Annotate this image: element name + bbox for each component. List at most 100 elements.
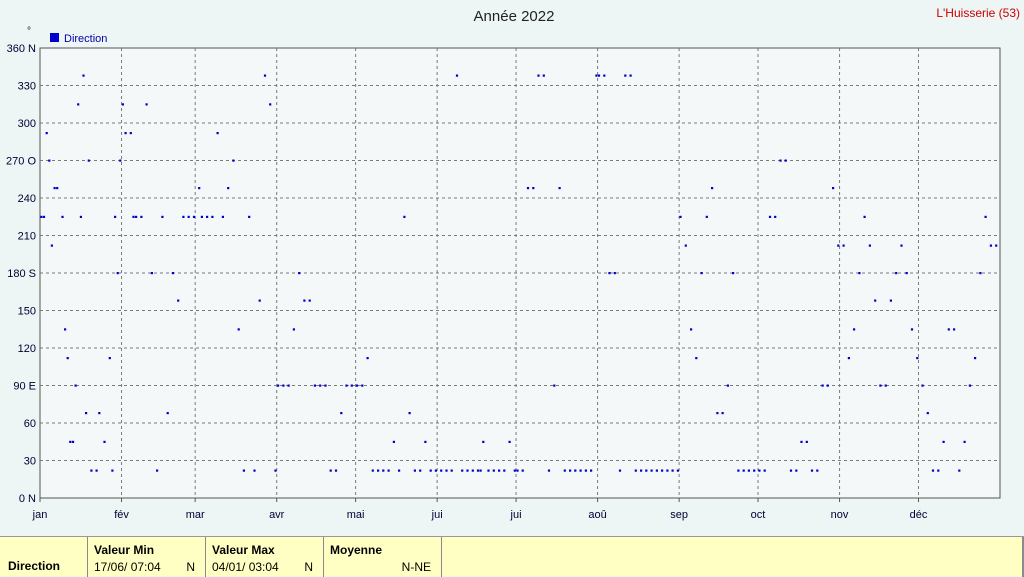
data-point — [963, 440, 966, 443]
data-point — [650, 469, 653, 472]
data-point — [884, 384, 887, 387]
data-point — [313, 384, 316, 387]
data-point — [166, 412, 169, 415]
data-point — [145, 103, 148, 106]
data-point — [87, 159, 90, 162]
x-tick-label: avr — [269, 509, 285, 521]
data-point — [177, 299, 180, 302]
data-point — [71, 440, 75, 443]
data-point — [858, 272, 861, 275]
data-point — [479, 469, 482, 472]
data-point — [968, 384, 971, 387]
data-point — [684, 244, 687, 247]
data-point — [198, 187, 201, 190]
data-point — [150, 272, 153, 275]
data-point — [595, 74, 598, 77]
y-tick-label: 30 — [24, 456, 36, 468]
data-point — [721, 412, 724, 415]
data-point — [645, 469, 648, 472]
data-point — [758, 469, 761, 472]
stats-avg-dir: N-NE — [401, 560, 431, 574]
data-point — [61, 215, 64, 218]
data-point — [732, 272, 735, 275]
data-point — [455, 74, 459, 77]
stats-min-dir: N — [186, 560, 195, 574]
y-tick-label: 150 — [18, 306, 36, 318]
x-tick-label: déc — [910, 509, 928, 521]
data-point — [471, 469, 474, 472]
data-point — [171, 272, 174, 275]
x-tick-label: jui — [431, 509, 443, 521]
data-point — [340, 412, 343, 415]
data-point — [671, 469, 674, 472]
data-point — [779, 159, 782, 162]
data-point — [910, 328, 914, 331]
y-tick-label: 60 — [24, 418, 36, 430]
data-point — [700, 272, 703, 275]
data-point — [187, 215, 190, 218]
data-point — [403, 215, 406, 218]
data-point — [476, 469, 480, 472]
data-point — [69, 440, 72, 443]
data-point — [618, 469, 622, 472]
data-point — [129, 132, 132, 135]
data-point — [85, 412, 88, 415]
stats-avg: Moyenne N-NE — [324, 537, 442, 577]
data-point — [608, 272, 611, 275]
data-point — [324, 384, 327, 387]
data-point — [810, 469, 814, 472]
x-tick-label: jan — [32, 509, 48, 521]
data-point — [377, 469, 380, 472]
data-point — [445, 469, 448, 472]
data-point — [826, 384, 829, 387]
data-point — [277, 384, 280, 387]
chart: Année 2022 L'Huisserie (53) ° 0 N 30 60 90 … — [6, 6, 1020, 521]
data-point — [56, 187, 59, 190]
data-point — [603, 74, 606, 77]
data-point — [726, 384, 729, 387]
data-point — [661, 469, 664, 472]
legend-label: Direction — [64, 33, 107, 45]
data-point — [958, 469, 961, 472]
data-point — [253, 469, 256, 472]
data-point — [498, 469, 501, 472]
data-point — [874, 299, 877, 302]
data-point — [366, 357, 369, 360]
stats-empty — [442, 537, 1022, 577]
data-point — [192, 215, 196, 218]
y-tick-label: 300 — [18, 118, 36, 130]
stats-right-border — [1022, 537, 1024, 577]
data-point — [206, 215, 209, 218]
data-point — [676, 469, 679, 472]
data-point — [579, 469, 582, 472]
data-point — [392, 440, 395, 443]
data-point — [345, 384, 348, 387]
x-tick-label: fév — [114, 509, 129, 521]
data-point — [119, 159, 122, 162]
data-point — [292, 328, 295, 331]
data-point — [590, 469, 593, 472]
data-point — [853, 328, 856, 331]
data-point — [90, 469, 93, 472]
data-point — [953, 328, 956, 331]
data-point — [737, 469, 740, 472]
x-tick-label: mai — [347, 509, 365, 521]
legend-swatch — [50, 33, 59, 42]
data-point — [921, 384, 924, 387]
data-point — [211, 215, 214, 218]
data-point — [161, 215, 164, 218]
data-point — [355, 384, 359, 387]
data-point — [371, 469, 374, 472]
data-point — [408, 412, 411, 415]
data-point — [516, 469, 519, 472]
y-axis-ticks: 0 N 30 60 90 E 120 150 180 S 210 240 270 O 300 330 3… — [6, 43, 36, 505]
data-point — [274, 469, 277, 472]
data-point — [526, 187, 530, 190]
y-tick-label: 360 N — [7, 43, 36, 55]
data-point — [889, 299, 892, 302]
station-name: L'Huisserie (53) — [936, 6, 1020, 20]
data-point — [140, 215, 143, 218]
data-point — [53, 187, 56, 190]
data-point — [974, 357, 977, 360]
data-point — [747, 469, 750, 472]
